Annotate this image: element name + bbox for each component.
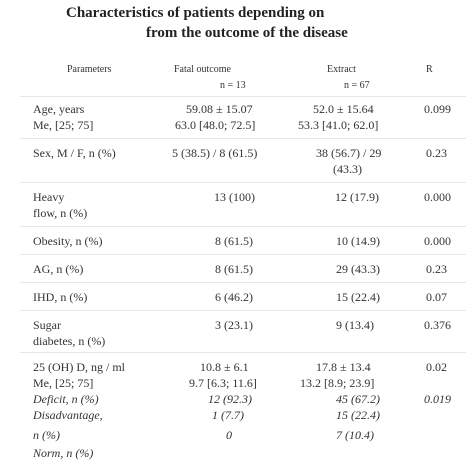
header-extract-n: n = 67 [344,80,370,91]
row-label: Deficit, n (%) [33,392,99,406]
row-label: Disadvantage, [33,408,103,422]
row-label: 25 (OH) D, ng / ml [33,360,125,374]
header-r: R [426,64,433,75]
r-value: 0.23 [426,146,447,160]
extract-value: 15 (22.4) [336,290,380,304]
fatal-value: 13 (100) [214,190,255,204]
fatal-value: 12 (92.3) [208,392,252,406]
extract-value-secondary: 53.3 [41.0; 62.0] [298,118,379,132]
row-label: Age, years [33,102,85,116]
table-title-line-1: Characteristics of patients depending on [66,5,325,21]
row-label-secondary: Me, [25; 75] [33,118,94,132]
extract-value: 9 (13.4) [336,318,374,332]
row-label-secondary: diabetes, n (%) [33,334,106,348]
r-value: 0.07 [426,290,447,304]
row-divider [20,138,466,139]
row-label: Norm, n (%) [33,446,94,460]
extract-value: 45 (67.2) [336,392,380,406]
header-extract: Extract [327,64,356,75]
extract-value: 10 (14.9) [336,234,380,248]
fatal-value: 10.8 ± 6.1 [200,360,249,374]
fatal-value-secondary: 9.7 [6.3; 11.6] [189,376,257,390]
fatal-value: 6 (46.2) [215,290,253,304]
row-divider [20,310,466,311]
fatal-value: 8 (61.5) [215,234,253,248]
fatal-value: 3 (23.1) [215,318,253,332]
header-fatal-outcome: Fatal outcome [174,64,231,75]
extract-value-secondary: (43.3) [333,162,362,176]
extract-value: 15 (22.4) [336,408,380,422]
row-label-secondary: Me, [25; 75] [33,376,94,390]
fatal-value: 0 [226,428,232,442]
extract-value-secondary: 13.2 [8.9; 23.9] [300,376,375,390]
extract-value: 29 (43.3) [336,262,380,276]
r-value: 0.000 [424,190,451,204]
extract-value: 38 (56.7) / 29 [316,146,382,160]
fatal-value: 1 (7.7) [212,408,244,422]
row-divider [20,182,466,183]
row-label-secondary: n (%) [33,428,60,442]
fatal-value: 59.08 ± 15.07 [186,102,253,116]
row-label: Sugar [33,318,61,332]
extract-value: 12 (17.9) [335,190,379,204]
row-divider [20,226,466,227]
row-divider [20,254,466,255]
extract-value: 17.8 ± 13.4 [316,360,371,374]
r-value: 0.019 [424,392,451,406]
extract-value: 52.0 ± 15.64 [313,102,374,116]
row-label: Sex, M / F, n (%) [33,146,116,160]
r-value: 0.000 [424,234,451,248]
row-label: AG, n (%) [33,262,84,276]
fatal-value-secondary: 63.0 [48.0; 72.5] [175,118,256,132]
table-title-line-2: from the outcome of the disease [146,25,348,41]
r-value: 0.23 [426,262,447,276]
extract-value: 7 (10.4) [336,428,374,442]
row-label-secondary: flow, n (%) [33,206,88,220]
r-value: 0.376 [424,318,451,332]
r-value: 0.02 [426,360,447,374]
row-label: Heavy [33,190,65,204]
header-divider [20,96,466,97]
row-divider [20,352,466,353]
row-label: Obesity, n (%) [33,234,103,248]
fatal-value: 5 (38.5) / 8 (61.5) [172,146,258,160]
header-fatal-n: n = 13 [220,80,246,91]
row-label: IHD, n (%) [33,290,88,304]
row-divider [20,282,466,283]
fatal-value: 8 (61.5) [215,262,253,276]
r-value: 0.099 [424,102,451,116]
header-parameters: Parameters [67,64,112,75]
